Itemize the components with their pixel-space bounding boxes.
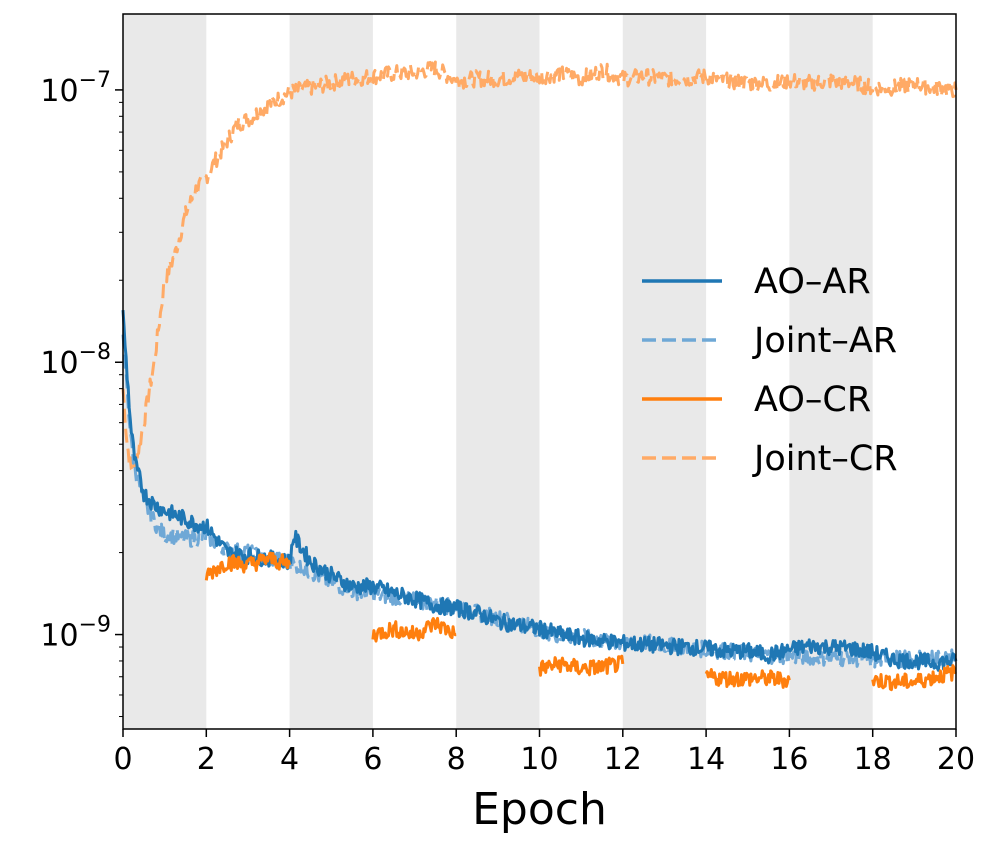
x-tick-label-4: 8 — [447, 742, 466, 777]
series-line-ao-cr-seg-3 — [704, 668, 791, 689]
series-line-ao-cr-seg-1 — [371, 616, 457, 643]
series-line-ao-cr-seg-0 — [204, 551, 292, 581]
series-lines — [121, 60, 958, 692]
shaded-band-0 — [123, 14, 207, 729]
x-tick-label-8: 16 — [770, 742, 808, 777]
y-tick-label-1: 10−8 — [40, 340, 111, 381]
shaded-bands — [123, 14, 873, 729]
legend-label-0: AO–AR — [754, 262, 871, 302]
x-axis: 0 2 4 6 8 10 12 14 16 18 20 — [113, 729, 975, 777]
series-line-ao-ar — [121, 310, 958, 672]
legend-label-3: Joint–CR — [752, 439, 898, 479]
shaded-band-3 — [622, 14, 707, 729]
y-tick-label-0: 10−9 — [40, 613, 111, 654]
x-axis-label: Epoch — [472, 784, 607, 835]
series-line-joint-cr — [121, 60, 958, 473]
y-tick-label-2: 10−7 — [40, 68, 111, 109]
series-line-ao-cr-seg-2 — [538, 654, 625, 677]
shaded-band-4 — [789, 14, 873, 729]
legend-label-1: Joint–AR — [752, 321, 897, 361]
x-tick-label-3: 6 — [363, 742, 382, 777]
legend-label-2: AO–CR — [754, 380, 871, 420]
x-tick-label-9: 18 — [854, 742, 892, 777]
x-tick-label-5: 10 — [520, 742, 558, 777]
x-tick-label-7: 14 — [687, 742, 725, 777]
legend: AO–AR Joint–AR AO–CR Joint–CR — [642, 262, 898, 479]
x-tick-label-10: 20 — [937, 742, 975, 777]
x-tick-label-0: 0 — [113, 742, 132, 777]
x-tick-label-1: 2 — [197, 742, 216, 777]
y-axis: 10−9 10−8 10−7 — [40, 68, 123, 718]
shaded-band-1 — [289, 14, 373, 729]
x-tick-label-2: 4 — [280, 742, 299, 777]
series-line-ao-cr-seg-4 — [871, 664, 957, 692]
x-tick-label-6: 12 — [604, 742, 642, 777]
